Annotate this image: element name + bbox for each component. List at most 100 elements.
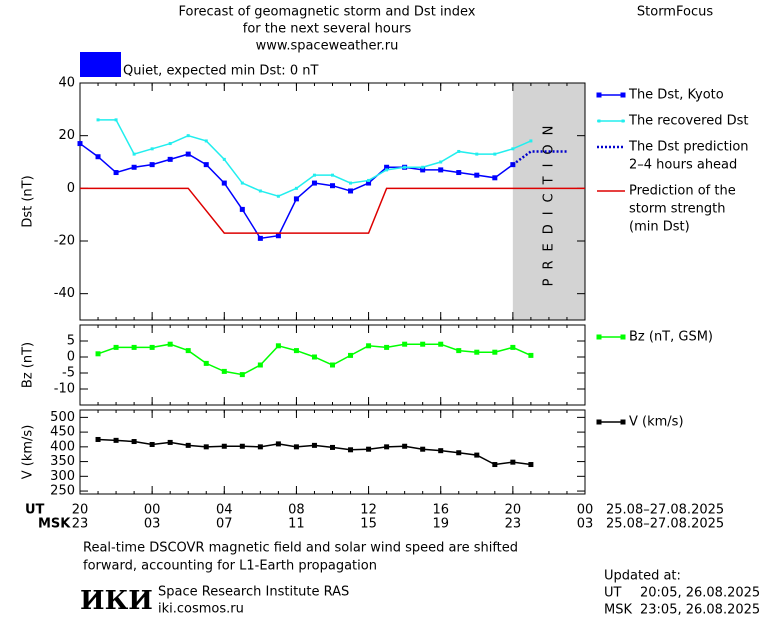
data-point: [186, 134, 190, 138]
x-tick-label: 20: [72, 503, 89, 518]
data-point: [203, 444, 209, 450]
updated: Updated at:: [604, 569, 681, 584]
data-point: [349, 181, 353, 185]
data-point: [150, 147, 154, 151]
data-point: [293, 348, 299, 354]
legend-label: (min Dst): [629, 220, 690, 235]
data-point: [385, 168, 389, 172]
y-tick-label: 0: [67, 350, 75, 365]
legend-marker: [597, 119, 601, 123]
url: iki.cosmos.ru: [158, 602, 244, 617]
data-point: [240, 181, 244, 185]
data-point: [439, 160, 443, 164]
legend-label: V (km/s): [629, 415, 684, 430]
date-range: 25.08–27.08.2025: [606, 517, 724, 532]
x-tick-label: 03: [144, 517, 161, 532]
data-point: [402, 341, 408, 347]
data-point: [384, 344, 390, 350]
x-tick-label: 07: [216, 517, 233, 532]
y-tick-label: -40: [54, 286, 75, 301]
x-tick-label: 23: [505, 517, 522, 532]
y-axis-label: Dst (nT): [21, 175, 36, 227]
legend-marker: [596, 92, 602, 98]
data-point: [420, 341, 426, 347]
data-point: [528, 462, 534, 468]
y-tick-label: -10: [54, 382, 75, 397]
data-point: [276, 194, 280, 198]
data-point: [528, 352, 534, 358]
updated-msk-label: MSK: [604, 603, 632, 618]
x-tick-label: 04: [216, 503, 233, 518]
data-point: [311, 442, 317, 448]
legend-marker: [621, 119, 625, 123]
data-point: [113, 344, 119, 350]
data-point: [275, 343, 281, 349]
y-tick-label: 5: [67, 334, 75, 349]
date-range: 25.08–27.08.2025: [606, 503, 724, 518]
data-point: [331, 173, 334, 177]
data-point: [348, 188, 354, 194]
data-point: [203, 162, 209, 168]
brand: StormFocus: [637, 5, 713, 20]
data-point: [203, 360, 209, 366]
frame: [79, 324, 586, 406]
legend-marker: [596, 334, 602, 340]
y-tick-label: 500: [50, 410, 75, 425]
data-point: [275, 233, 281, 239]
data-point: [149, 162, 155, 168]
data-point: [293, 196, 299, 202]
legend-label: The Dst prediction: [628, 140, 749, 155]
data-point: [131, 164, 137, 170]
data-point: [311, 180, 317, 186]
data-point: [149, 441, 155, 447]
frame: [79, 409, 586, 495]
data-point: [456, 170, 462, 176]
data-point: [257, 444, 263, 450]
data-point: [366, 343, 372, 349]
legend-label: storm strength: [629, 202, 726, 217]
data-point: [221, 443, 227, 449]
data-point: [96, 118, 100, 122]
data-point: [167, 439, 173, 445]
data-point: [312, 173, 316, 177]
status: Quiet, expected min Dst: 0 nT: [123, 64, 318, 79]
data-point: [239, 206, 245, 212]
data-point: [257, 362, 263, 368]
title: Forecast of geomagnetic storm and Dst in…: [178, 5, 475, 20]
data-point: [456, 348, 462, 354]
status-box: [80, 52, 121, 77]
data-point: [95, 154, 101, 160]
x-tick-label: 19: [432, 517, 449, 532]
note: Real-time DSCOVR magnetic field and sola…: [83, 541, 518, 556]
data-point: [529, 139, 533, 143]
data-point: [474, 172, 480, 178]
data-point: [420, 446, 426, 452]
data-point: [438, 341, 444, 347]
data-point: [132, 152, 136, 156]
x-tick-label: 23: [72, 517, 89, 532]
data-point: [492, 349, 498, 355]
y-tick-label: 400: [50, 439, 75, 454]
data-point: [438, 167, 444, 173]
data-point: [348, 447, 354, 453]
data-point: [113, 437, 119, 443]
data-point: [366, 446, 372, 452]
title: for the next several hours: [243, 22, 412, 37]
y-tick-label: 250: [50, 484, 75, 499]
data-point: [384, 164, 390, 170]
data-point: [492, 175, 498, 181]
title: www.spaceweather.ru: [256, 39, 399, 54]
data-point: [511, 147, 515, 151]
data-point: [402, 443, 408, 449]
data-point: [167, 341, 173, 347]
ut-label: UT: [25, 503, 45, 518]
legend-label: Prediction of the: [629, 184, 736, 199]
note: forward, accounting for L1-Earth propaga…: [83, 559, 377, 574]
prediction-label: PREDICTION: [541, 117, 556, 287]
data-point: [348, 352, 354, 358]
data-point: [113, 170, 119, 176]
data-point: [403, 165, 407, 169]
data-point: [475, 152, 479, 156]
y-tick-label: 20: [58, 128, 75, 143]
